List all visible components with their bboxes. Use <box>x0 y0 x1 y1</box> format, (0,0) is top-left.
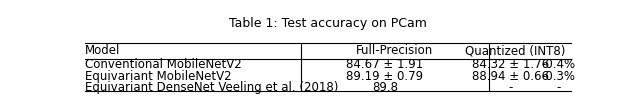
Text: Equivariant MobileNetV2: Equivariant MobileNetV2 <box>85 70 232 83</box>
Text: Equivariant DenseNet Veeling et al. (2018): Equivariant DenseNet Veeling et al. (201… <box>85 81 339 94</box>
Text: 89.8: 89.8 <box>372 81 398 94</box>
Text: Model: Model <box>85 44 120 57</box>
Text: 89.19 ± 0.79: 89.19 ± 0.79 <box>346 70 424 83</box>
Text: -: - <box>556 81 561 94</box>
Text: 84.32 ± 1.76: 84.32 ± 1.76 <box>472 58 549 71</box>
Text: -0.3%: -0.3% <box>541 70 575 83</box>
Text: Quantized (INT8): Quantized (INT8) <box>465 44 565 57</box>
Text: -: - <box>508 81 513 94</box>
Text: -0.4%: -0.4% <box>541 58 576 71</box>
Text: 84.67 ± 1.91: 84.67 ± 1.91 <box>346 58 424 71</box>
Text: Table 1: Test accuracy on PCam: Table 1: Test accuracy on PCam <box>229 17 427 30</box>
Text: Full-Precision: Full-Precision <box>356 44 433 57</box>
Text: 88.94 ± 0.66: 88.94 ± 0.66 <box>472 70 548 83</box>
Text: Conventional MobileNetV2: Conventional MobileNetV2 <box>85 58 242 71</box>
